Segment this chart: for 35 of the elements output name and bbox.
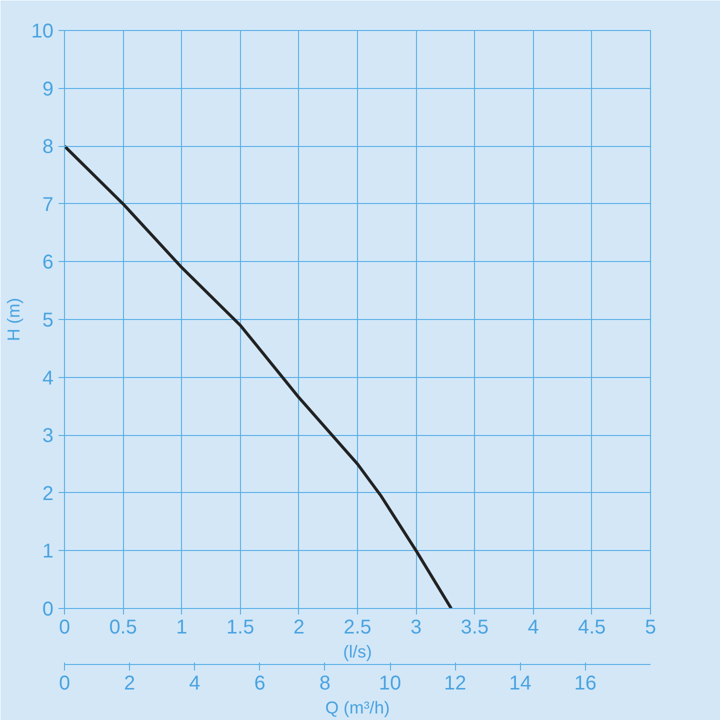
x-tick-label: 3.5 <box>460 616 489 638</box>
x-tick-label: 5 <box>644 616 656 638</box>
x2-tick-label: 14 <box>509 672 532 694</box>
y-tick-label: 3 <box>42 425 54 448</box>
x-tick-label: 1 <box>176 616 188 638</box>
x-tick-label: 4 <box>528 616 539 638</box>
x2-tick-label: 10 <box>378 672 402 694</box>
x-tick-label: 2 <box>293 616 304 638</box>
line-series <box>64 144 453 608</box>
x2-tick-label: 16 <box>574 672 597 694</box>
y-tick-label: 0 <box>42 598 54 620</box>
y-tick-label: 7 <box>42 194 54 216</box>
x2-tick-label: 0 <box>58 672 70 694</box>
x-tick-label: 2.5 <box>344 616 372 638</box>
x-tick-label: 1.5 <box>226 616 254 638</box>
y-tick-label: 5 <box>42 310 54 332</box>
y-tick-label: 8 <box>42 136 54 158</box>
y-tick-label: 2 <box>42 482 54 505</box>
y-tick-label: 9 <box>42 78 54 100</box>
x2-tick-label: 4 <box>189 672 200 694</box>
y-tick-label: 4 <box>42 367 54 390</box>
x-axis-title: (l/s) <box>343 642 372 662</box>
x-tick-label: 0 <box>58 616 70 638</box>
x2-axis-title: Q (m³/h) <box>325 698 390 718</box>
y-tick-label: 6 <box>42 252 54 274</box>
x2-tick-label: 12 <box>444 672 466 694</box>
x-tick-label: 0.5 <box>109 616 138 638</box>
y-tick-label: 1 <box>42 540 54 563</box>
x2-tick-label: 6 <box>254 672 266 694</box>
x2-tick-label: 8 <box>319 672 331 694</box>
y-axis-title: H (m) <box>3 298 24 342</box>
x-tick-label: 3 <box>410 616 422 638</box>
y-tick-label: 10 <box>31 20 54 42</box>
x2-tick-label: 2 <box>124 672 136 694</box>
x-tick-label: 4.5 <box>578 616 606 638</box>
